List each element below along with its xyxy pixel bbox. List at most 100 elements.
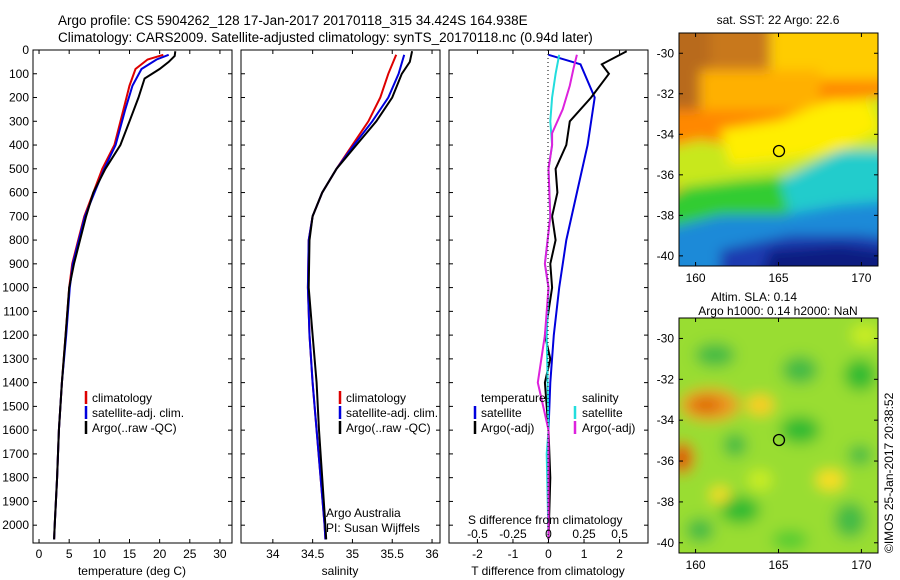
s-tick-label: -0.25 — [499, 527, 527, 541]
x-tick-label: 35.5 — [381, 547, 405, 561]
legend-title-salinity: salinity — [582, 391, 619, 405]
temperature-legend: climatology satellite-adj. clim. Argo(..… — [84, 391, 184, 435]
legend-label-climatology: climatology — [92, 391, 152, 405]
depth-tick-label: 800 — [9, 233, 29, 247]
lon-tick-label: 160 — [686, 271, 706, 285]
series-line-argo-raw-qc- — [307, 50, 414, 540]
s-tick-label: 0 — [545, 527, 552, 541]
x-tick-label: 34.5 — [301, 547, 325, 561]
salinity-xlabel: salinity — [322, 564, 359, 578]
lat-tick-label: -40 — [657, 536, 675, 550]
sla-argo-location-marker — [772, 433, 786, 447]
salinity-legend: climatology satellite-adj. clim. Argo(..… — [338, 391, 438, 435]
lat-tick-label: -30 — [657, 331, 675, 345]
imos-timestamp: ©IMOS 25-Jan-2017 20:38:52 — [882, 392, 896, 553]
x-tick-label: 15 — [123, 547, 137, 561]
depth-tick-label: 1900 — [2, 494, 29, 508]
s-tick-label: 0.25 — [572, 527, 596, 541]
depth-tick-label: 1700 — [2, 447, 29, 461]
x-tick-label: 34 — [266, 547, 280, 561]
x-tick-label: -2 — [472, 547, 483, 561]
legend-label-t-satellite: satellite — [481, 406, 522, 420]
series-line-t-argo-adj- — [543, 50, 628, 540]
sla-map — [679, 318, 878, 553]
depth-tick-label: 900 — [9, 257, 29, 271]
legend-title-temperature: temperature — [481, 391, 546, 405]
x-tick-label: 36 — [425, 547, 439, 561]
s-difference-label: S difference from climatology — [468, 513, 623, 527]
depth-tick-label: 0 — [22, 43, 29, 57]
x-tick-label: 5 — [66, 547, 73, 561]
s-tick-label: 0.5 — [611, 527, 628, 541]
x-tick-label: 35 — [346, 547, 360, 561]
sst-map-title: sat. SST: 22 Argo: 22.6 — [717, 13, 840, 27]
legend-label-satellite: satellite-adj. clim. — [92, 406, 184, 420]
depth-tick-label: 1400 — [2, 376, 29, 390]
depth-tick-label: 700 — [9, 209, 29, 223]
temperature-panel-frame — [32, 49, 233, 544]
depth-tick-label: 600 — [9, 186, 29, 200]
x-tick-label: 25 — [183, 547, 197, 561]
depth-tick-label: 1300 — [2, 352, 29, 366]
sla-map-title-line-1: Altim. SLA: 0.14 — [711, 290, 797, 304]
legend-label-argo: Argo(..raw -QC) — [92, 421, 177, 435]
lat-tick-label: -36 — [657, 168, 675, 182]
lat-tick-label: -34 — [657, 413, 675, 427]
salinity-plot — [306, 50, 414, 540]
x-tick-label: 1 — [581, 547, 588, 561]
depth-tick-label: 1200 — [2, 328, 29, 342]
lat-tick-label: -32 — [657, 372, 675, 386]
title-line-1: Argo profile: CS 5904262_128 17-Jan-2017… — [58, 13, 528, 28]
x-tick-label: 0 — [545, 547, 552, 561]
s-tick-label: -0.5 — [467, 527, 488, 541]
depth-tick-label: 1600 — [2, 423, 29, 437]
x-tick-label: 20 — [153, 547, 167, 561]
x-tick-label: 0 — [36, 547, 43, 561]
depth-tick-label: 500 — [9, 162, 29, 176]
depth-tick-label: 2000 — [2, 518, 29, 532]
x-tick-label: 2 — [616, 547, 623, 561]
legend-label-argo: Argo(..raw -QC) — [346, 421, 431, 435]
difference-plot — [536, 50, 628, 540]
title-line-2: Climatology: CARS2009. Satellite-adjuste… — [58, 30, 593, 45]
series-line-s-argo-adj- — [536, 54, 578, 540]
annotation-argo-australia: Argo Australia — [326, 506, 401, 520]
sla-map-title-line-2: Argo h1000: 0.14 h2000: NaN — [698, 304, 857, 318]
depth-tick-label: 1500 — [2, 399, 29, 413]
series-line-t-satellite — [547, 53, 596, 540]
annotation-pi: PI: Susan Wijffels — [326, 521, 420, 535]
lat-tick-label: -38 — [657, 208, 675, 222]
lat-tick-label: -30 — [657, 46, 675, 60]
depth-tick-label: 300 — [9, 114, 29, 128]
sst-map-axes: -30 -32 -34 -36 -38 -40 160 165 170 — [657, 33, 878, 285]
lat-tick-label: -34 — [657, 127, 675, 141]
series-line-argo-raw-qc- — [53, 51, 177, 540]
depth-tick-label: 1800 — [2, 471, 29, 485]
salinity-panel-frame — [240, 49, 441, 544]
depth-tick-label: 400 — [9, 138, 29, 152]
depth-tick-label: 100 — [9, 67, 29, 81]
temperature-plot — [53, 51, 177, 540]
difference-xlabel: T difference from climatology — [471, 564, 625, 578]
x-tick-label: -1 — [508, 547, 519, 561]
depth-axis: 0 100 200 300 400 500 600 700 800 900 1000 1100 1200… — [2, 43, 648, 532]
lat-tick-label: -40 — [657, 249, 675, 263]
depth-tick-label: 200 — [9, 91, 29, 105]
legend-label-s-satellite: satellite — [582, 406, 623, 420]
series-line-satellite-adj-clim- — [53, 53, 170, 540]
legend-label-t-argo: Argo(-adj) — [481, 421, 534, 435]
lon-tick-label: 165 — [768, 271, 788, 285]
depth-tick-label: 1000 — [2, 281, 29, 295]
lat-tick-label: -36 — [657, 454, 675, 468]
difference-legend: temperature satellite Argo(-adj) salinit… — [473, 391, 635, 435]
lon-tick-label: 170 — [851, 558, 871, 572]
lon-tick-label: 165 — [768, 558, 788, 572]
legend-label-climatology: climatology — [346, 391, 406, 405]
lat-tick-label: -32 — [657, 87, 675, 101]
x-tick-label: 30 — [213, 547, 227, 561]
sst-argo-location-marker — [772, 144, 786, 158]
lon-tick-label: 170 — [851, 271, 871, 285]
x-tick-label: 10 — [93, 547, 107, 561]
legend-label-satellite: satellite-adj. clim. — [346, 406, 438, 420]
